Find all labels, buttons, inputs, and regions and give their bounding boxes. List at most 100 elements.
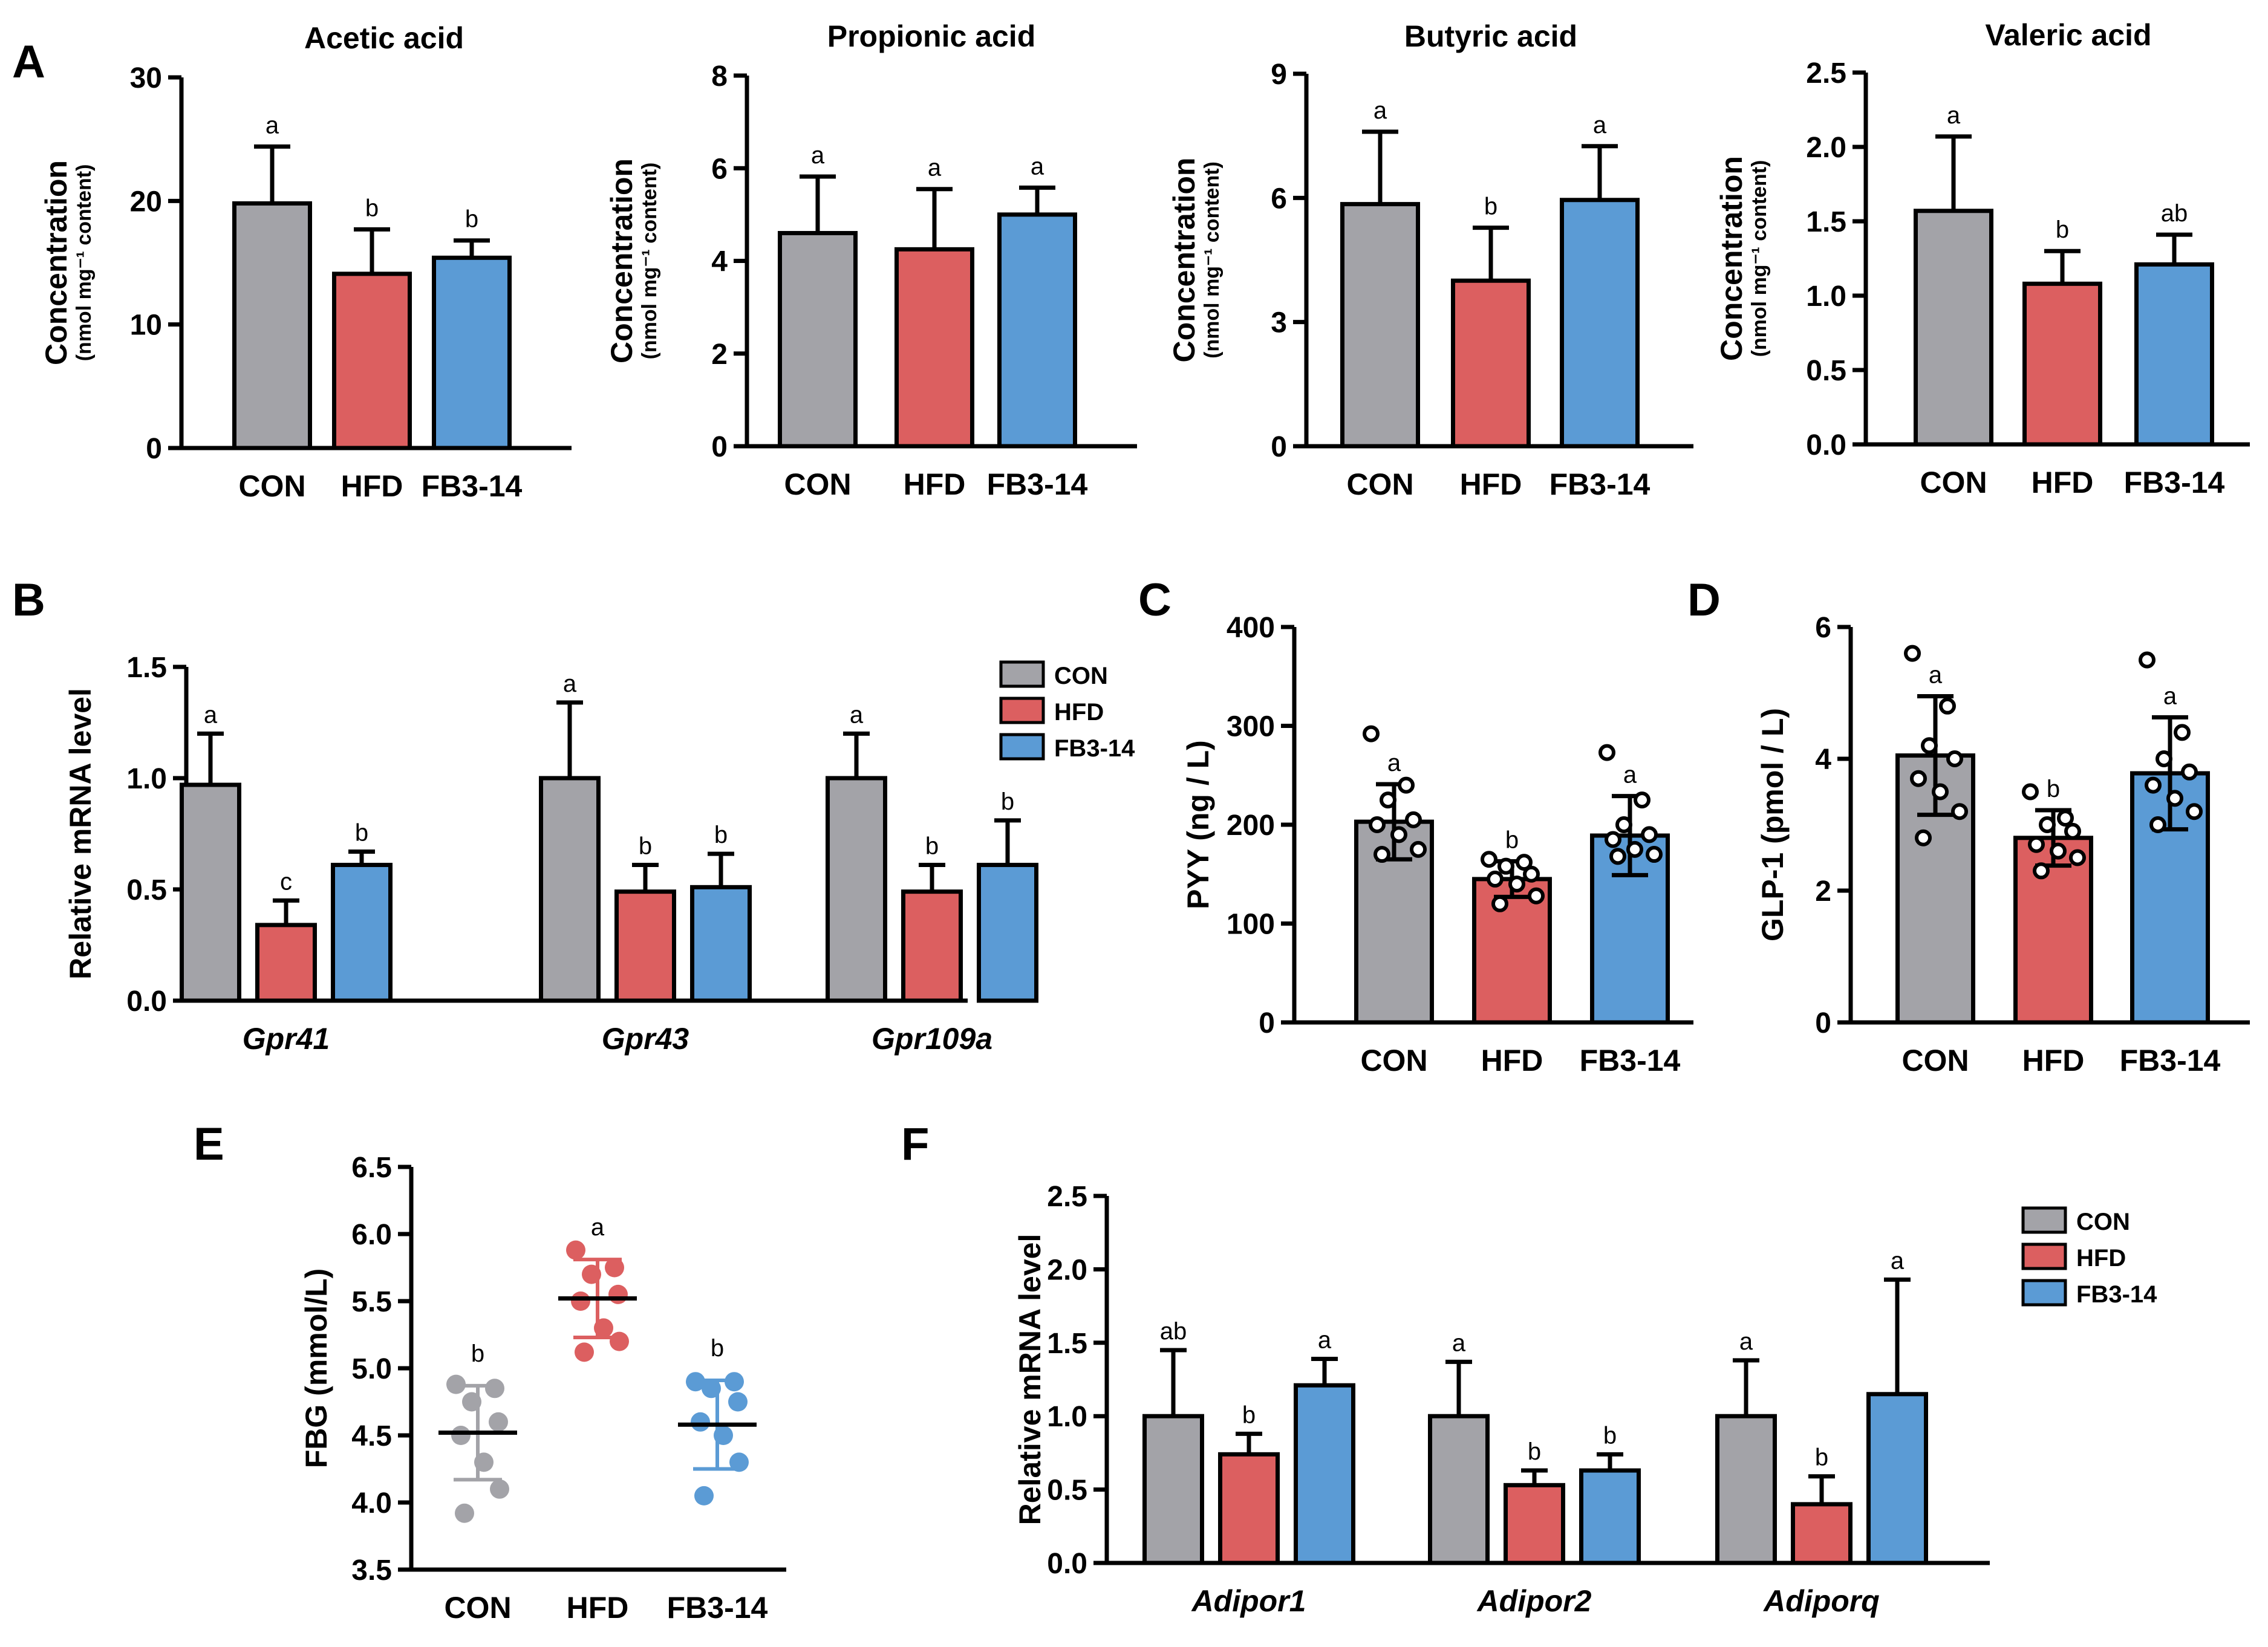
data-point: [2156, 750, 2172, 767]
x-tick-label: Gpr41: [243, 1022, 330, 1056]
bar-con: [1142, 1414, 1204, 1565]
y-axis-sublabel: (nmol mg⁻¹ content): [1201, 161, 1224, 359]
bar-fb3-14: [432, 255, 512, 450]
x-tick-label: CON: [1920, 466, 1987, 499]
x-tick-label: HFD: [2022, 1044, 2085, 1077]
significance-letter: a: [591, 1214, 605, 1241]
y-tick-label: 2.5: [1047, 1181, 1087, 1213]
significance-letter: a: [1593, 112, 1607, 138]
significance-letter: b: [1001, 788, 1014, 815]
panel-label-b: B: [12, 574, 45, 626]
bar-hfd: [332, 271, 412, 450]
x-tick-label: HFD: [904, 467, 966, 501]
significance-letter: a: [1929, 661, 1943, 688]
data-point: [2028, 836, 2045, 853]
chart-title: Butyric acid: [1404, 19, 1577, 53]
legend-swatch-fb3-14: [2021, 1279, 2067, 1307]
significance-letter: b: [465, 206, 478, 233]
data-point: [1491, 895, 1508, 912]
chart-title: Valeric acid: [1985, 18, 2151, 52]
data-point: [2181, 763, 2198, 781]
data-point: [571, 1291, 590, 1311]
y-tick-label: 0: [1815, 1007, 1831, 1039]
y-tick-label: 6.5: [351, 1152, 392, 1184]
y-tick-label: 0.5: [1806, 355, 1846, 387]
x-tick-label: CON: [1360, 1044, 1427, 1077]
bar-con: [1715, 1414, 1777, 1565]
y-axis-sublabel: (nmol mg⁻¹ content): [638, 163, 661, 360]
bar-con: [232, 201, 312, 450]
x-tick-label: CON: [1346, 467, 1413, 501]
data-point: [2186, 803, 2203, 820]
panel-label-d: D: [1687, 574, 1721, 626]
data-point: [1374, 846, 1390, 863]
y-tick-label: 6: [1271, 183, 1287, 215]
data-point: [2057, 810, 2074, 827]
bar-fb3-14: [1560, 198, 1640, 449]
y-tick-label: 3.5: [351, 1554, 392, 1587]
data-point: [1598, 744, 1615, 761]
bar-fb3-14: [1294, 1383, 1355, 1565]
data-point: [1646, 846, 1663, 863]
chart-title: Propionic acid: [827, 19, 1036, 53]
data-point: [575, 1342, 594, 1362]
significance-letter: a: [563, 671, 577, 697]
chart-A2: 0 2 4 6 8 Concentration (nmol mg⁻¹ content) Pro…: [605, 19, 1137, 501]
bar-fb3-14: [1579, 1468, 1641, 1565]
legend-label: CON: [2076, 1209, 2130, 1235]
significance-letter: b: [471, 1340, 484, 1367]
data-point: [729, 1452, 749, 1472]
data-point: [605, 1258, 624, 1278]
y-tick-label: 9: [1271, 59, 1287, 91]
bar-con: [1914, 209, 1993, 447]
data-point: [728, 1392, 748, 1412]
y-tick-label: 1.0: [126, 763, 167, 795]
chart-D: 0 2 4 6 GLP-1 (pmol / L) a CON b HFD a FB3-14: [1756, 612, 2250, 1077]
significance-letter: a: [1623, 762, 1637, 788]
y-tick-label: 1.5: [1047, 1328, 1087, 1360]
significance-letter: a: [1739, 1328, 1753, 1355]
data-point: [451, 1426, 471, 1445]
data-point: [1915, 829, 1932, 846]
data-point: [2039, 816, 2056, 833]
x-tick-label: CON: [238, 469, 305, 503]
x-tick-label: HFD: [1481, 1044, 1543, 1077]
legend: CON HFD FB3-14: [2021, 1206, 2157, 1308]
y-axis-label: GLP-1 (pmol / L): [1756, 708, 1790, 941]
significance-letter: b: [2056, 216, 2069, 243]
data-point: [2050, 842, 2067, 860]
data-point: [1410, 840, 1427, 858]
chart-A1: 0 10 20 30 Concentration (nmol mg⁻¹ content) A…: [39, 21, 572, 503]
legend-label: FB3-14: [2076, 1281, 2157, 1308]
significance-letter: a: [2163, 683, 2177, 709]
data-point: [1497, 857, 1514, 875]
y-tick-label: 0: [146, 433, 162, 465]
significance-letter: a: [1947, 102, 1961, 129]
y-tick-label: 1.5: [126, 652, 167, 684]
significance-letter: b: [1484, 193, 1497, 220]
significance-letter: b: [1505, 827, 1519, 853]
panel-label-a: A: [12, 36, 45, 88]
x-tick-label: HFD: [2032, 466, 2094, 499]
y-tick-label: 4.5: [351, 1420, 392, 1452]
bar-hfd: [894, 247, 974, 449]
data-point: [1641, 826, 1658, 843]
y-tick-label: 6: [711, 153, 728, 185]
data-point: [1626, 840, 1643, 858]
data-point: [566, 1240, 585, 1260]
significance-letter: b: [711, 1335, 724, 1362]
bar-hfd: [1218, 1452, 1280, 1565]
panel-label-c: C: [1138, 574, 1171, 626]
data-point: [2033, 862, 2050, 880]
significance-letter: a: [850, 701, 864, 728]
significance-letter: a: [204, 701, 218, 728]
y-tick-label: 8: [711, 60, 728, 93]
y-tick-label: 200: [1227, 810, 1275, 842]
data-point: [691, 1412, 710, 1432]
significance-letter: b: [1815, 1444, 1828, 1471]
y-tick-label: 1.0: [1047, 1401, 1087, 1433]
x-tick-label: HFD: [567, 1591, 629, 1625]
data-point: [694, 1486, 714, 1506]
bar-hfd: [901, 889, 963, 1003]
x-tick-label: Gpr43: [602, 1022, 689, 1056]
